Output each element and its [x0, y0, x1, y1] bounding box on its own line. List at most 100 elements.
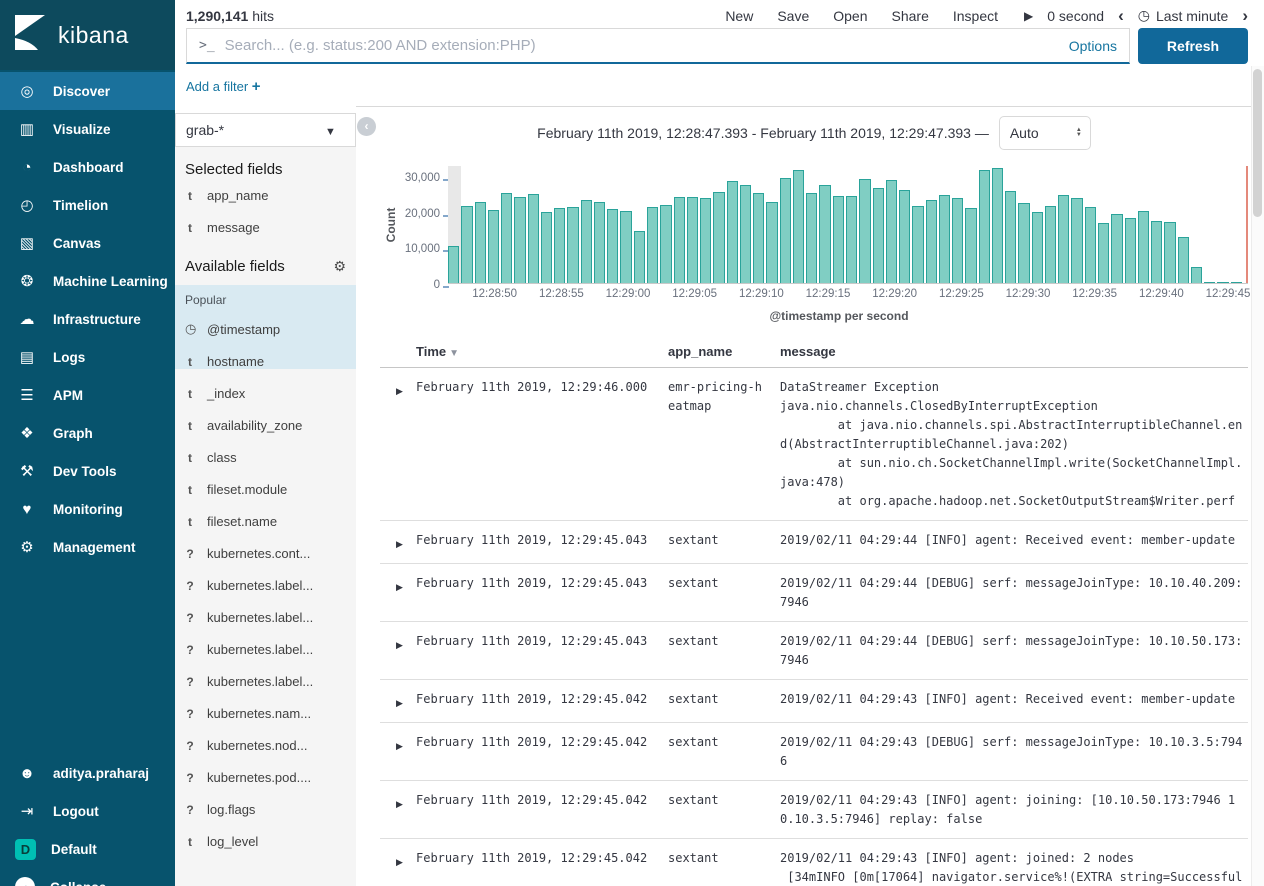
histogram-bar[interactable] [979, 170, 990, 283]
histogram-bar[interactable] [727, 181, 738, 283]
histogram-bar[interactable] [886, 180, 897, 283]
histogram-bar[interactable] [992, 168, 1003, 284]
histogram-bar[interactable] [1085, 207, 1096, 284]
histogram-bar[interactable] [1138, 211, 1149, 283]
expand-row-icon[interactable]: ▶ [380, 378, 416, 511]
sidebar-item-discover[interactable]: ◎Discover [0, 72, 175, 110]
page-scrollbar[interactable] [1251, 66, 1264, 886]
histogram-bar[interactable] [647, 207, 658, 283]
field-hostname[interactable]: thostname [175, 354, 356, 369]
histogram-bar[interactable] [1231, 282, 1242, 283]
expand-row-icon[interactable]: ▶ [380, 632, 416, 670]
field-kubernetes-label[interactable]: ?kubernetes.label... [175, 610, 356, 625]
scrollbar-thumb[interactable] [1253, 69, 1262, 217]
menu-open[interactable]: Open [833, 8, 867, 24]
options-link[interactable]: Options [1069, 38, 1117, 54]
histogram-bar[interactable] [1058, 195, 1069, 283]
field-index[interactable]: t_index [175, 386, 356, 401]
histogram-bar[interactable] [620, 211, 631, 283]
histogram-bar[interactable] [1151, 221, 1162, 283]
search-input[interactable] [225, 37, 1059, 54]
menu-save[interactable]: Save [777, 8, 809, 24]
histogram-bar[interactable] [541, 212, 552, 284]
field-log-flags[interactable]: ?log.flags [175, 802, 356, 817]
refresh-button[interactable]: Refresh [1138, 28, 1248, 64]
sidebar-item-management[interactable]: ⚙Management [0, 528, 175, 566]
sidebar-item-logs[interactable]: ▤Logs [0, 338, 175, 376]
histogram-bar[interactable] [939, 195, 950, 283]
histogram-bar[interactable] [660, 205, 671, 283]
histogram-bar[interactable] [514, 197, 525, 283]
menu-new[interactable]: New [725, 8, 753, 24]
column-header-message[interactable]: message [780, 344, 1248, 359]
field-kubernetes-pod[interactable]: ?kubernetes.pod.... [175, 770, 356, 785]
time-range-picker[interactable]: ◷ Last minute [1138, 7, 1229, 24]
play-icon[interactable]: ▶ [1024, 9, 1033, 23]
histogram-bar[interactable] [899, 190, 910, 283]
histogram-bar[interactable] [819, 185, 830, 283]
histogram-bar[interactable] [1111, 214, 1122, 283]
histogram-bar[interactable] [1098, 223, 1109, 283]
field-kubernetes-nam[interactable]: ?kubernetes.nam... [175, 706, 356, 721]
histogram-bar[interactable] [581, 200, 592, 283]
histogram-bar[interactable] [528, 194, 539, 283]
histogram-bar[interactable] [740, 185, 751, 283]
histogram-bar[interactable] [594, 202, 605, 283]
histogram-bar[interactable] [687, 197, 698, 284]
histogram-bar[interactable] [1217, 282, 1228, 283]
histogram-bar[interactable] [501, 193, 512, 283]
histogram-bar[interactable] [607, 209, 618, 283]
histogram-bar[interactable] [833, 196, 844, 283]
collapse-sidebar-icon[interactable]: ‹ [357, 117, 376, 136]
sidebar-item-default[interactable]: DDefault [0, 830, 175, 868]
field-kubernetes-label[interactable]: ?kubernetes.label... [175, 642, 356, 657]
add-filter-link[interactable]: Add a filter + [186, 78, 261, 95]
column-header-time[interactable]: Time▼ [416, 344, 668, 359]
expand-row-icon[interactable]: ▶ [380, 791, 416, 829]
expand-row-icon[interactable]: ▶ [380, 574, 416, 612]
histogram-bar[interactable] [806, 193, 817, 284]
sidebar-item-graph[interactable]: ❖Graph [0, 414, 175, 452]
expand-row-icon[interactable]: ▶ [380, 849, 416, 886]
histogram-bar[interactable] [674, 197, 685, 283]
sidebar-item-infrastructure[interactable]: ☁Infrastructure [0, 300, 175, 338]
field-fileset-name[interactable]: tfileset.name [175, 514, 356, 529]
field-availability-zone[interactable]: tavailability_zone [175, 418, 356, 433]
sidebar-item-timelion[interactable]: ◴Timelion [0, 186, 175, 224]
field-message[interactable]: tmessage [175, 220, 356, 235]
sidebar-item-collapse[interactable]: ‹Collapse [0, 868, 175, 886]
expand-row-icon[interactable]: ▶ [380, 531, 416, 554]
histogram-bar[interactable] [1164, 222, 1175, 284]
histogram-bar[interactable] [859, 179, 870, 283]
histogram-bar[interactable] [1005, 191, 1016, 283]
histogram-bar[interactable] [873, 188, 884, 284]
time-forward-icon[interactable]: › [1242, 7, 1248, 24]
sidebar-item-monitoring[interactable]: ♥Monitoring [0, 490, 175, 528]
histogram-bar[interactable] [448, 246, 459, 284]
histogram-bar[interactable] [780, 178, 791, 283]
field-settings-gear-icon[interactable]: ⚙ [333, 258, 346, 275]
histogram-bar[interactable] [488, 210, 499, 283]
sidebar-item-canvas[interactable]: ▧Canvas [0, 224, 175, 262]
interval-select[interactable]: Auto ▲▼ [999, 116, 1091, 150]
expand-row-icon[interactable]: ▶ [380, 733, 416, 771]
histogram-bar[interactable] [1178, 237, 1189, 283]
field-kubernetes-label[interactable]: ?kubernetes.label... [175, 578, 356, 593]
menu-share[interactable]: Share [892, 8, 929, 24]
field-kubernetes-cont[interactable]: ?kubernetes.cont... [175, 546, 356, 561]
histogram-bar[interactable] [700, 198, 711, 283]
field-app-name[interactable]: tapp_name [175, 188, 356, 203]
histogram-bar[interactable] [1032, 212, 1043, 283]
histogram-bar[interactable] [1045, 206, 1056, 283]
histogram-bar[interactable] [1125, 218, 1136, 283]
column-header-app-name[interactable]: app_name [668, 344, 780, 359]
histogram-bar[interactable] [846, 196, 857, 283]
sidebar-item-machine-learning[interactable]: ❂Machine Learning [0, 262, 175, 300]
histogram-bar[interactable] [567, 207, 578, 283]
field-kubernetes-nod[interactable]: ?kubernetes.nod... [175, 738, 356, 753]
histogram-bar[interactable] [1191, 267, 1202, 283]
histogram-bar[interactable] [1071, 198, 1082, 284]
field-fileset-module[interactable]: tfileset.module [175, 482, 356, 497]
menu-inspect[interactable]: Inspect [953, 8, 998, 24]
expand-row-icon[interactable]: ▶ [380, 690, 416, 713]
